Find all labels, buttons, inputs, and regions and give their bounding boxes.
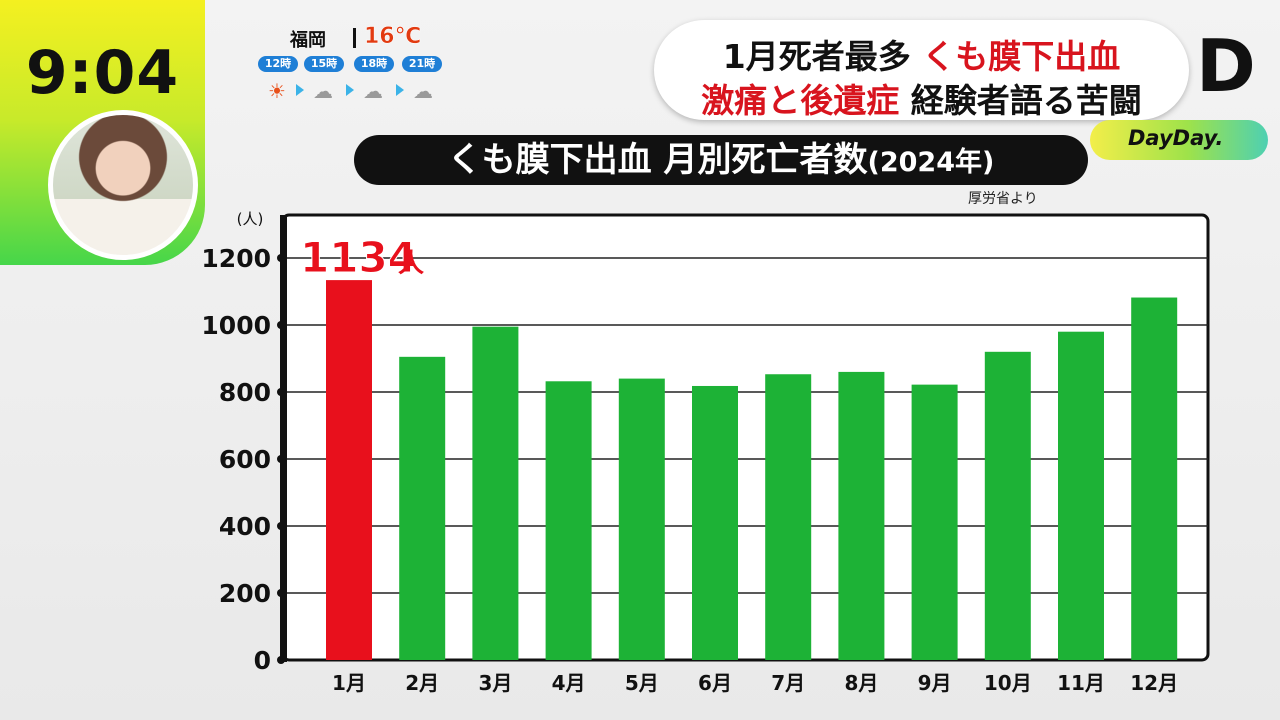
headline-line2-red: 激痛と後遺症 (701, 81, 900, 120)
y-axis-unit: (人) (237, 210, 264, 228)
x-tick-label: 1月 (332, 671, 366, 695)
chart-title-main: くも膜下出血 月別死亡者数 (447, 140, 868, 180)
x-tick-label: 7月 (771, 671, 805, 695)
y-tick-label: 400 (219, 512, 271, 541)
bar-2月 (399, 356, 446, 660)
chart-title-year: (2024年) (867, 147, 995, 178)
cloud-icon: ☁ (413, 79, 433, 103)
show-logo-d: D (1196, 24, 1256, 108)
show-logo-text: DayDay. (1128, 126, 1224, 150)
weather-hour-4: 21時 (402, 56, 442, 72)
x-tick-label: 10月 (984, 671, 1032, 695)
bar-9月 (911, 384, 958, 660)
weather-widget: 福岡 16℃ 12時 15時 18時 21時 ☀ ☁ ☁ ☁ (258, 24, 448, 104)
headline-line-1: 1月死者最多 くも膜下出血 (654, 30, 1189, 78)
x-tick-label: 5月 (625, 671, 659, 695)
cloud-icon: ☁ (363, 79, 383, 103)
bar-1月 (326, 280, 372, 660)
headline-line1-black: 1月死者最多 (722, 37, 911, 76)
y-tick-label: 1000 (201, 311, 271, 340)
bar-5月 (618, 378, 665, 660)
x-tick-label: 2月 (405, 671, 439, 695)
x-tick-label: 3月 (478, 671, 512, 695)
x-tick-label: 4月 (552, 671, 586, 695)
y-axis (280, 215, 287, 662)
bar-10月 (984, 351, 1031, 660)
headline-panel: 1月死者最多 くも膜下出血 激痛と後遺症 経験者語る苦闘 (654, 20, 1189, 120)
headline-line1-red: くも膜下出血 (922, 37, 1121, 76)
highlight-unit-label: 人 (398, 249, 424, 279)
anchor-avatar (48, 110, 198, 260)
y-tick-label: 0 (254, 646, 271, 675)
arrow-icon (396, 84, 404, 96)
source-label: 厚労省より (968, 191, 1038, 207)
clock-time: 9:04 (25, 38, 180, 108)
arrow-icon (346, 84, 354, 96)
show-logo-pill (1090, 120, 1268, 160)
bar-4月 (545, 381, 592, 660)
y-tick-label: 200 (219, 579, 271, 608)
bar-8月 (838, 371, 885, 660)
bar-3月 (472, 326, 519, 660)
weather-temperature: 16℃ (364, 24, 422, 50)
bar-12月 (1131, 297, 1178, 660)
x-tick-label: 6月 (698, 671, 732, 695)
bar-6月 (692, 385, 738, 660)
x-tick-label: 12月 (1130, 671, 1178, 695)
headline-line2-black: 経験者語る苦闘 (910, 81, 1142, 120)
bar-11月 (1058, 331, 1104, 660)
sun-icon: ☀ (268, 79, 286, 103)
bar-7月 (765, 374, 812, 660)
arrow-icon (296, 84, 304, 96)
clock-panel: 9:04 (0, 0, 205, 265)
weather-city: 福岡 (290, 30, 326, 51)
weather-separator (353, 28, 356, 48)
y-tick-label: 600 (219, 445, 271, 474)
chart-title: くも膜下出血 月別死亡者数(2024年) (354, 135, 1088, 185)
weather-hour-1: 12時 (258, 56, 298, 72)
headline-line-2: 激痛と後遺症 経験者語る苦闘 (654, 74, 1189, 122)
weather-hour-3: 18時 (354, 56, 394, 72)
x-tick-label: 8月 (844, 671, 878, 695)
cloud-icon: ☁ (313, 79, 333, 103)
y-tick-label: 1200 (201, 244, 271, 273)
highlight-value-label: 1134 (300, 233, 417, 282)
x-tick-label: 11月 (1057, 671, 1105, 695)
x-tick-label: 9月 (918, 671, 952, 695)
y-tick-label: 800 (219, 378, 271, 407)
weather-hour-2: 15時 (304, 56, 344, 72)
